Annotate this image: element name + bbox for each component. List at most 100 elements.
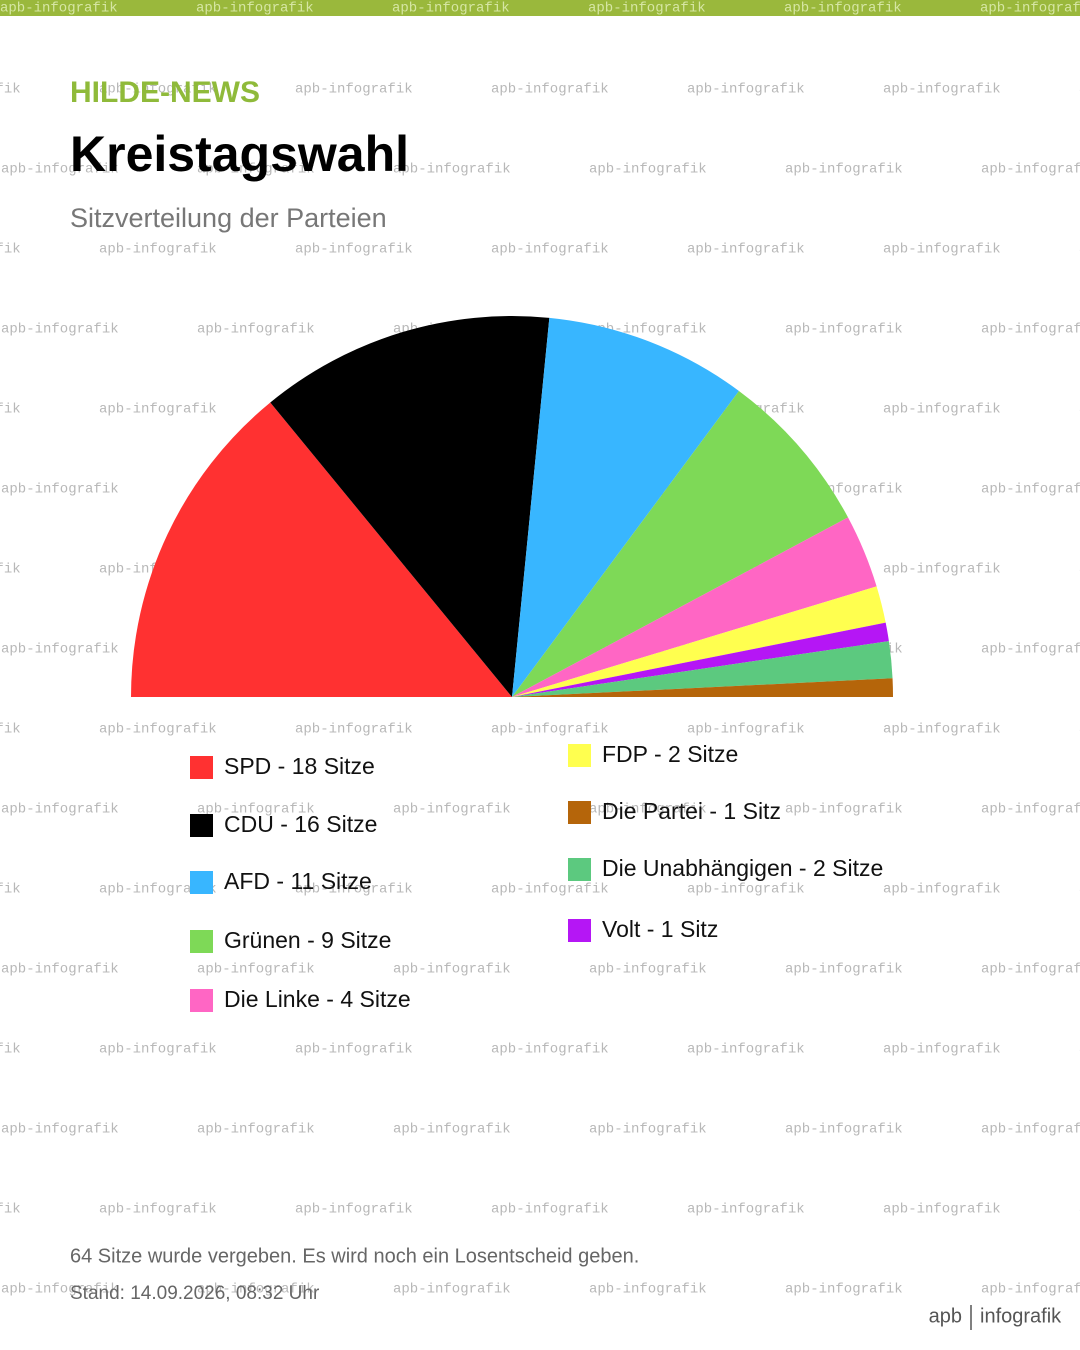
wedge [131,402,512,697]
watermark: apb-infografik [197,1282,315,1298]
watermark: apb-infografik [687,1042,805,1058]
watermark: apb-infografik [99,1042,217,1058]
legend-label: AFD - 11 Sitze [224,868,372,894]
watermark: apb-infografik [589,962,707,978]
watermark: apb-infografik [295,1202,413,1218]
watermark: apb-infografik [0,722,21,738]
watermark: apb-infografik [687,882,805,898]
watermark: apb-infografik [99,1202,217,1218]
watermark: apb-infografik [0,1042,21,1058]
watermark: apb-infografik [981,162,1080,178]
watermark: apb-infografik [197,802,315,818]
legend-swatch [190,814,213,837]
watermark: apb-infografik [785,962,903,978]
legend-label: Volt - 1 Sitz [602,916,718,942]
watermark: apb-infografik [0,882,21,898]
watermark: apb-infografik [883,402,1001,418]
watermark: apb-infografik [491,722,609,738]
logo-right: infografik [980,1305,1062,1327]
chart: SPD - 18 Sitze CDU - 16 Sitze AFD - 11 Sit… [131,316,893,1012]
watermark: apb-infografik [393,1122,511,1138]
watermark: apb-infografik [491,882,609,898]
watermark: apb-infografik [0,82,21,98]
watermark: apb-infografik [0,402,21,418]
watermark: apb-infografik [1,1282,119,1298]
watermark: apb-infografik [883,82,1001,98]
timestamp: Stand: 14.09.2026, 08:32 Uhr [70,1283,320,1304]
watermark: apb-infografik [0,1202,21,1218]
watermark: apb-infografik [491,1202,609,1218]
watermark: apb-infografik [1,1122,119,1138]
watermark: apb-infografik [1,322,119,338]
watermark: apb-infografik [883,242,1001,258]
watermark: apb-infografik [99,402,217,418]
watermark: apb-infografik [687,1202,805,1218]
watermark: apb-infografik [981,642,1080,658]
legend-label: CDU - 16 Sitze [224,811,377,837]
watermark: apb-infografik [981,322,1080,338]
watermark: apb-infografik [393,962,511,978]
watermark: apb-infografik [197,322,315,338]
wedge [512,317,739,697]
watermark: apb-infografik [1,162,119,178]
watermark: apb-infografik [0,562,21,578]
legend-swatch [190,989,213,1012]
watermark: apb-infografik [393,162,511,178]
legend-swatch [568,801,591,824]
watermark: apb-infografik [687,722,805,738]
wedge [512,678,893,697]
logo-left: apb [929,1305,962,1327]
watermark: apb-infografik [883,722,1001,738]
wedge [512,517,877,697]
legend-label: FDP - 2 Sitze [602,741,738,767]
footnote: 64 Sitze wurde vergeben. Es wird noch ei… [70,1245,639,1267]
watermark: apb-infografik [295,242,413,258]
watermark: apb-infografik [491,1042,609,1058]
watermark: apb-infografik [589,1122,707,1138]
wedge [512,641,893,697]
watermark: apb-infografik [99,882,217,898]
watermark: apb-infografik [980,1,1080,17]
watermark: apb-infografik [99,242,217,258]
watermark: apb-infografik [1,642,119,658]
top-bar [0,0,1080,16]
watermark: apb-infografik [588,1,706,17]
watermark: apb-infografik [687,242,805,258]
legend-label: Die Unabhängigen - 2 Sitze [602,855,883,881]
watermark: apb-infografik [295,882,413,898]
watermark: apb-infografik [785,1282,903,1298]
watermark: apb-infografik [883,562,1001,578]
watermark: apb-infografik [981,482,1080,498]
watermark: apb-infografik [392,1,510,17]
legend-swatch [190,871,213,894]
watermark: apb-infografik [883,1042,1001,1058]
watermark: apb-infografik [589,1282,707,1298]
watermark: apb-infografik [981,1282,1080,1298]
watermark: apb-infografik [295,722,413,738]
watermark: apb-infografik [197,1122,315,1138]
legend-label: Die Partei - 1 Sitz [602,798,781,824]
watermark: apb-infografik [99,82,217,98]
watermark: apb-infografik [883,882,1001,898]
watermark: apb-infografik [1,962,119,978]
watermark: apb-infografik [196,1,314,17]
wedge [512,622,889,697]
watermark: apb-infografik [393,802,511,818]
chart-title: Kreistagswahl [70,126,409,182]
legend-swatch [568,858,591,881]
watermark: apb-infografik [0,242,21,258]
watermark: apb-infografik [197,162,315,178]
watermark: apb-infografik [981,1122,1080,1138]
legend-swatch [190,930,213,953]
watermark: apb-infografik [295,82,413,98]
watermark: apb-infografik [785,1122,903,1138]
watermark: apb-infografik [785,162,903,178]
wedge [270,316,550,697]
chart-subtitle: Sitzverteilung der Parteien [70,203,387,233]
watermark: apb-infografik [197,962,315,978]
watermark: apb-infografik [589,802,707,818]
watermark: apb-infografik [0,1,118,17]
legend-swatch [568,744,591,767]
wedge [512,390,849,697]
